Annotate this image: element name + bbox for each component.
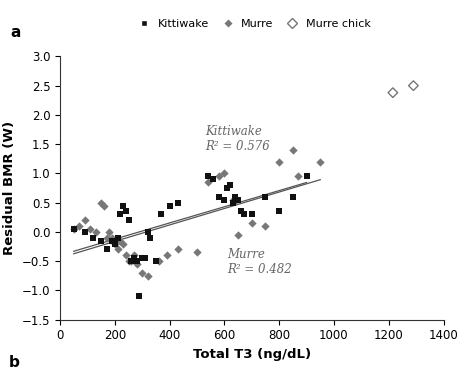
Point xyxy=(114,235,121,241)
Point xyxy=(122,208,129,214)
Point xyxy=(89,235,97,241)
Point xyxy=(114,246,121,252)
Point xyxy=(262,223,269,229)
Point xyxy=(389,89,396,96)
Point xyxy=(81,229,88,235)
Point xyxy=(111,241,119,247)
Point xyxy=(103,235,110,241)
Point xyxy=(204,173,212,179)
Point xyxy=(128,258,135,264)
Point xyxy=(174,246,182,252)
Point xyxy=(70,226,78,232)
Point xyxy=(106,229,113,235)
Point xyxy=(111,241,119,247)
Text: a: a xyxy=(10,25,21,40)
Point xyxy=(103,246,110,252)
Point xyxy=(100,203,108,209)
Point xyxy=(215,173,223,179)
Point xyxy=(248,211,255,217)
Point xyxy=(295,173,302,179)
Point xyxy=(210,176,217,182)
Point xyxy=(116,238,124,244)
Point xyxy=(158,211,165,217)
Point xyxy=(130,255,138,261)
Point xyxy=(152,258,160,264)
Point xyxy=(248,220,255,226)
Point xyxy=(289,147,297,153)
Point xyxy=(204,179,212,185)
Point xyxy=(109,238,116,244)
Point xyxy=(139,270,146,276)
Point xyxy=(234,232,242,238)
Point xyxy=(97,238,105,244)
Point xyxy=(303,173,310,179)
Point xyxy=(119,203,127,209)
Point xyxy=(136,293,143,299)
Point xyxy=(174,200,182,206)
Point xyxy=(289,194,297,200)
Point xyxy=(275,159,283,165)
X-axis label: Total T3 (ng/dL): Total T3 (ng/dL) xyxy=(193,348,311,361)
Point xyxy=(166,203,173,209)
Point xyxy=(76,223,83,229)
Point xyxy=(163,252,170,258)
Point xyxy=(130,252,138,258)
Point xyxy=(237,208,244,214)
Point xyxy=(240,211,247,217)
Point xyxy=(262,194,269,200)
Point xyxy=(234,197,242,203)
Point xyxy=(133,258,140,264)
Point xyxy=(133,261,140,267)
Point xyxy=(231,194,239,200)
Point xyxy=(144,273,152,279)
Point xyxy=(92,229,99,235)
Point xyxy=(226,182,234,188)
Point xyxy=(193,249,201,255)
Point xyxy=(410,83,417,89)
Point xyxy=(70,226,78,232)
Point xyxy=(97,200,105,206)
Point xyxy=(119,241,127,247)
Text: Kittiwake
R² = 0.576: Kittiwake R² = 0.576 xyxy=(205,126,270,153)
Point xyxy=(221,170,228,176)
Point xyxy=(125,217,132,223)
Legend: Kittiwake, Murre, Murre chick: Kittiwake, Murre, Murre chick xyxy=(128,15,375,33)
Y-axis label: Residual BMR (W): Residual BMR (W) xyxy=(3,121,16,255)
Point xyxy=(109,235,116,241)
Point xyxy=(147,235,154,241)
Point xyxy=(221,197,228,203)
Point xyxy=(128,258,135,264)
Point xyxy=(215,194,223,200)
Point xyxy=(155,258,162,264)
Point xyxy=(229,197,236,203)
Point xyxy=(122,252,129,258)
Text: b: b xyxy=(9,355,20,370)
Text: Murre
R² = 0.482: Murre R² = 0.482 xyxy=(227,248,292,276)
Point xyxy=(275,208,283,214)
Point xyxy=(81,217,88,223)
Point xyxy=(229,200,236,206)
Point xyxy=(86,226,94,232)
Point xyxy=(144,229,152,235)
Point xyxy=(139,255,146,261)
Point xyxy=(125,258,132,264)
Point xyxy=(116,211,124,217)
Point xyxy=(224,185,231,191)
Point xyxy=(316,159,324,165)
Point xyxy=(141,255,149,261)
